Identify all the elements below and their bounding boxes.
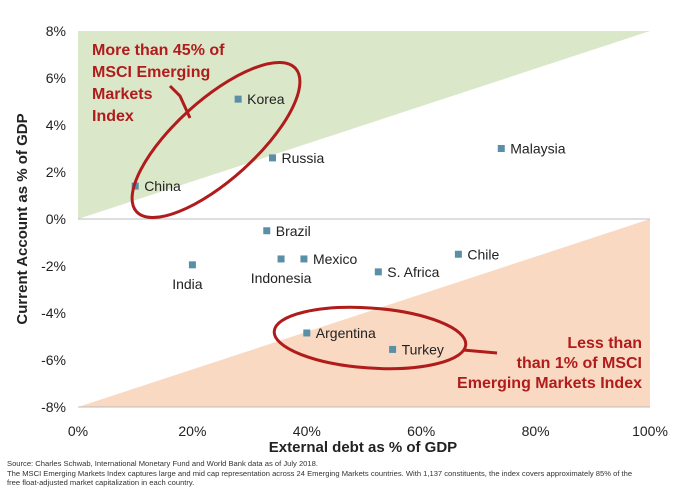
scatter-chart: 0% 20% 40% 60% 80% 100% -8% -6% -4% -2% 0% 2% 4% 6% 8… [14, 23, 668, 456]
point-label: Korea [247, 91, 285, 107]
data-point-brazil [263, 227, 271, 235]
annotation-lower-line: than 1% of MSCI [517, 355, 642, 372]
data-point-india [188, 261, 196, 269]
annotation-upper-line: MSCI Emerging [92, 64, 210, 81]
point-label: Brazil [276, 223, 311, 239]
data-point-turkey [389, 345, 397, 353]
point-label: Indonesia [251, 270, 312, 286]
data-point-chile [454, 250, 462, 258]
annotation-upper-line: Index [92, 108, 134, 125]
data-point-russia [268, 154, 276, 162]
footnote: Source: Charles Schwab, International Mo… [7, 459, 677, 488]
point-label: S. Africa [387, 264, 439, 280]
y-axis-title: Current Account as % of GDP [14, 113, 31, 324]
callout-line-upper [168, 84, 192, 119]
y-tick-label: 4% [46, 117, 66, 133]
region-upper [78, 31, 650, 219]
x-tick-label: 0% [68, 423, 88, 439]
annotation-upper-line: Markets [92, 86, 153, 103]
y-tick-label: 8% [46, 23, 66, 39]
data-point-korea [234, 95, 242, 103]
point-label: China [144, 178, 181, 194]
x-tick-label: 100% [632, 423, 668, 439]
x-tick-label: 40% [293, 423, 321, 439]
y-tick-label: -8% [41, 399, 66, 415]
y-tick-label: 2% [46, 164, 66, 180]
footnote-description-cont: free float-adjusted market capitalizatio… [7, 478, 195, 488]
footnote-description: The MSCI Emerging Markets Index captures… [7, 468, 633, 478]
annotation-lower-line: Less than [567, 335, 642, 352]
data-point-mexico [300, 255, 308, 263]
point-label: Argentina [316, 325, 376, 341]
callout-line-lower [462, 348, 498, 355]
point-label: Russia [281, 150, 324, 166]
highlight-ellipse-lower [272, 305, 468, 371]
point-label: Malaysia [510, 141, 565, 157]
data-point-argentina [303, 329, 311, 337]
y-tick-label: 0% [46, 211, 66, 227]
point-label: Turkey [402, 341, 444, 357]
annotation-upper-line: More than 45% of [92, 42, 225, 59]
highlight-ellipse-upper [130, 60, 302, 220]
x-tick-label: 20% [178, 423, 206, 439]
point-label: India [172, 276, 203, 292]
point-label: Chile [467, 246, 499, 262]
data-point-s-africa [374, 268, 382, 276]
y-tick-label: -4% [41, 305, 66, 321]
y-tick-label: -6% [41, 352, 66, 368]
data-point-malaysia [497, 145, 505, 152]
footnote-source: Source: Charles Schwab, International Mo… [7, 459, 318, 468]
point-label: Mexico [313, 251, 358, 267]
y-tick-label: -2% [41, 258, 66, 274]
data-point-indonesia [277, 255, 285, 263]
annotation-lower-line: Emerging Markets Index [457, 375, 642, 392]
x-tick-label: 60% [407, 423, 435, 439]
region-lower [78, 219, 650, 407]
x-axis-title: External debt as % of GDP [269, 439, 457, 456]
x-tick-label: 80% [522, 423, 550, 439]
y-tick-label: 6% [46, 70, 66, 86]
